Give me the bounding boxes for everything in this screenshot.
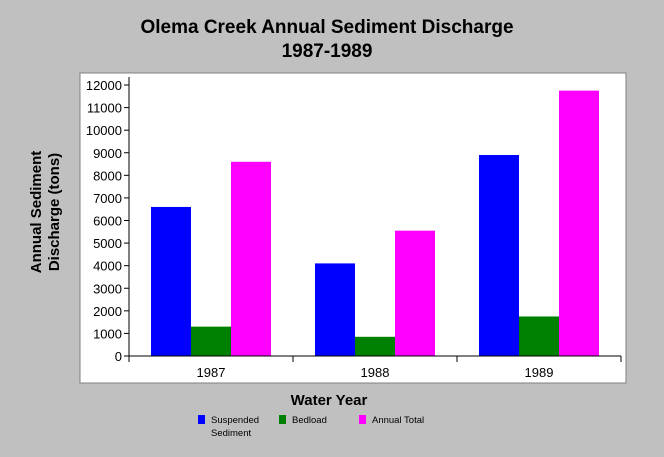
y-tick-label-3000: 3000 [93,281,122,296]
y-axis-title-line-2: Discharge (tons) [46,153,63,271]
legend-swatch-annual-total [359,415,366,424]
bar-suspended-sediment-1989 [479,155,519,356]
legend-label-annual-total: Annual Total [372,415,424,426]
legend-label-suspended-line-2: Sediment [211,428,251,439]
y-tick-label-11000: 11000 [87,101,122,116]
legend-swatch-suspended-sediment [198,415,205,424]
legend-item-annual-total: Annual Total [359,415,424,426]
bar-bedload-1989 [519,316,559,356]
bar-bedload-1988 [355,336,395,356]
y-tick-label-12000: 12000 [86,78,122,93]
y-tick-label-10000: 10000 [86,123,122,138]
x-axis-title: Water Year [291,392,368,409]
y-tick-label-4000: 4000 [93,259,122,274]
bar-suspended-sediment-1987 [151,206,191,356]
legend-item-suspended-sediment: Suspended Sediment [198,415,259,439]
y-tick-label-7000: 7000 [93,191,122,206]
x-tick-label-1988: 1988 [361,365,390,380]
x-tick-label-1989: 1989 [525,365,554,380]
y-tick-label-6000: 6000 [93,214,122,229]
y-tick-label-1000: 1000 [93,326,122,341]
bar-suspended-sediment-1988 [315,263,355,356]
x-tick-label-1987: 1987 [197,365,226,380]
y-axis-title-line-1: Annual Sediment [28,151,45,274]
bar-annual-total-1988 [395,230,435,356]
y-tick-label-0: 0 [115,349,122,364]
bars [151,90,599,356]
bar-annual-total-1989 [559,90,599,356]
legend-item-bedload: Bedload [279,415,327,426]
y-axis-title: Annual Sediment Discharge (tons) [28,151,63,274]
legend-label-bedload: Bedload [292,415,327,426]
y-tick-label-9000: 9000 [93,146,122,161]
legend: Suspended Sediment Bedload Annual Total [198,415,424,439]
chart-title: Olema Creek Annual Sediment Discharge [140,17,513,38]
chart-subtitle: 1987-1989 [282,41,373,62]
y-tick-label-8000: 8000 [93,168,122,183]
y-tick-label-2000: 2000 [93,304,122,319]
y-tick-label-5000: 5000 [93,236,122,251]
legend-label-suspended-line-1: Suspended [211,415,259,426]
bar-annual-total-1987 [231,161,271,356]
legend-swatch-bedload [279,415,286,424]
axes: 0 1000 2000 3000 4000 5000 6000 7000 8000 9000 100… [86,77,622,380]
bar-bedload-1987 [191,326,231,356]
